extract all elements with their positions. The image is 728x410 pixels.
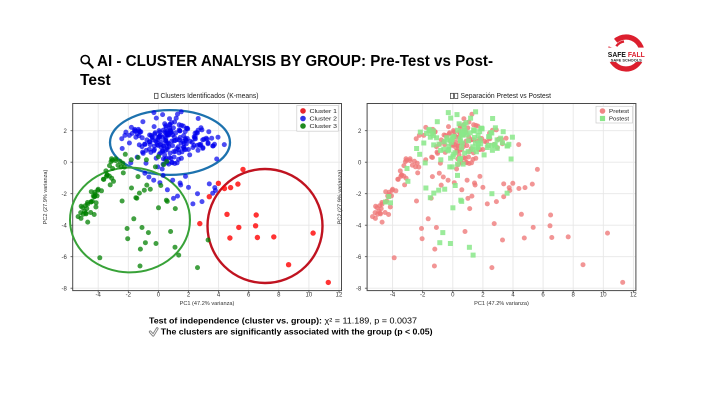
- svg-text:4: 4: [511, 293, 515, 299]
- svg-text:6: 6: [541, 293, 545, 299]
- svg-text:Pretest: Pretest: [609, 109, 630, 115]
- svg-text:Cluster 1: Cluster 1: [310, 109, 338, 115]
- svg-text:10: 10: [306, 293, 313, 299]
- svg-text:2: 2: [187, 293, 191, 299]
- svg-text:0: 0: [64, 160, 68, 166]
- svg-text:-6: -6: [62, 255, 68, 261]
- svg-text:12: 12: [336, 293, 343, 299]
- svg-text:SAFE FALL: SAFE FALL: [608, 50, 645, 59]
- svg-text:0: 0: [358, 160, 362, 166]
- svg-text:8: 8: [277, 293, 281, 299]
- svg-text:Clusters Identificados (K-mean: Clusters Identificados (K-means): [161, 93, 259, 100]
- svg-text:Test: Test: [80, 72, 111, 89]
- svg-text:PC1 (47.2% varianza): PC1 (47.2% varianza): [474, 301, 529, 307]
- svg-text:2: 2: [481, 293, 485, 299]
- svg-text:-2: -2: [356, 192, 362, 198]
- svg-text:4: 4: [217, 293, 221, 299]
- svg-text:PC2 (27.9% varianza): PC2 (27.9% varianza): [338, 170, 344, 225]
- svg-text:0: 0: [157, 293, 161, 299]
- svg-text:6: 6: [247, 293, 251, 299]
- svg-text:-4: -4: [96, 293, 102, 299]
- svg-text:10: 10: [600, 293, 607, 299]
- svg-text:Separación Pretest vs Postest: Separación Pretest vs Postest: [461, 93, 552, 100]
- svg-text:-2: -2: [62, 192, 68, 198]
- svg-text:χ² = 11.189, p = 0.0037: χ² = 11.189, p = 0.0037: [325, 316, 418, 325]
- svg-text:-4: -4: [62, 223, 68, 229]
- svg-text:PC1 (47.2% varianza): PC1 (47.2% varianza): [180, 301, 235, 307]
- svg-text:SAFE SCHOOLS: SAFE SCHOOLS: [611, 59, 642, 63]
- svg-text:The clusters are significantly: The clusters are significantly associate…: [161, 328, 433, 337]
- svg-text:12: 12: [630, 293, 637, 299]
- svg-text:Cluster 2: Cluster 2: [310, 116, 338, 122]
- svg-text:Test of independence (cluster: Test of independence (cluster vs. group)…: [149, 316, 322, 325]
- svg-text:-4: -4: [356, 223, 362, 229]
- svg-text:-8: -8: [62, 286, 68, 292]
- svg-text:-2: -2: [126, 293, 132, 299]
- svg-text:-2: -2: [420, 293, 426, 299]
- svg-text:-4: -4: [390, 293, 396, 299]
- svg-text:Postest: Postest: [609, 117, 630, 123]
- svg-text:-6: -6: [356, 255, 362, 261]
- svg-text:8: 8: [572, 293, 576, 299]
- svg-text:2: 2: [64, 129, 68, 135]
- svg-text:Cluster 3: Cluster 3: [310, 124, 338, 130]
- svg-text:-8: -8: [356, 286, 362, 292]
- svg-text:PC2 (27.9% varianza): PC2 (27.9% varianza): [43, 170, 49, 225]
- svg-text:2: 2: [358, 129, 362, 135]
- svg-text:0: 0: [451, 293, 455, 299]
- svg-text:AI - CLUSTER ANALYSIS BY GROUP: AI - CLUSTER ANALYSIS BY GROUP: Pre-Test…: [97, 53, 493, 70]
